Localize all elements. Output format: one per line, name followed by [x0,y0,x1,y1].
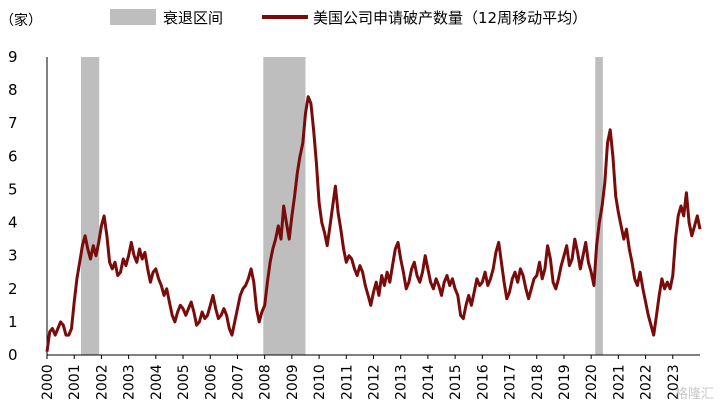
x-tick-label-2001: 2001 [67,364,83,400]
x-tick-label-2023: 2023 [666,364,682,400]
legend-series-label: 美国公司申请破产数量（12周移动平均） [313,9,587,27]
series [45,95,702,352]
x-tick-label-2021: 2021 [611,364,627,400]
x-tick-label-2019: 2019 [557,364,573,400]
y-tick-label-7: 7 [8,114,18,132]
series-line-0 [45,95,702,352]
x-tick-label-2012: 2012 [367,364,383,400]
x-tick-label-2007: 2007 [230,364,246,400]
recession-bands [81,57,603,355]
y-tick-labels: 0 1 2 3 4 5 6 7 8 9 [8,48,18,364]
y-axis-label: （家） [0,12,42,29]
y-tick-label-1: 1 [8,313,18,331]
x-tick-label-2018: 2018 [530,364,546,400]
watermark: 格隆汇 [674,387,714,402]
y-tick-label-8: 8 [8,81,18,99]
y-tick-label-5: 5 [8,180,18,198]
x-tick-label-2010: 2010 [312,364,328,400]
y-tick-label-6: 6 [8,147,18,165]
y-tick-label-9: 9 [8,48,18,66]
x-tick-label-2008: 2008 [258,364,274,400]
y-tick-label-0: 0 [8,346,18,364]
y-tick-label-3: 3 [8,247,18,265]
x-tick-label-2006: 2006 [203,364,219,400]
x-tick-label-2014: 2014 [421,364,437,400]
x-tick-label-2004: 2004 [149,364,165,400]
x-tick-label-2003: 2003 [122,364,138,400]
x-tick-label-2022: 2022 [639,364,655,400]
x-tick-label-2002: 2002 [94,364,110,400]
x-tick-label-2013: 2013 [394,364,410,400]
x-tick-label-2020: 2020 [584,364,600,400]
x-tick-label-2011: 2011 [339,364,355,400]
x-tick-label-2000: 2000 [40,364,56,400]
x-tick-label-2016: 2016 [475,364,491,400]
x-tick-label-2015: 2015 [448,364,464,400]
x-tick-label-2005: 2005 [176,364,192,400]
y-tick-label-2: 2 [8,280,18,298]
recession-band-0 [81,57,100,355]
legend-recession-swatch [110,9,156,25]
x-tick-label-2017: 2017 [503,364,519,400]
y-tick-label-4: 4 [8,214,18,232]
x-tick-label-2009: 2009 [285,364,301,400]
recession-band-2 [595,57,603,355]
x-tick-labels: 2000 2001 2002 2003 2004 2005 2006 2007 2008 2009… [40,355,682,400]
legend-recession-label: 衰退区间 [163,9,223,27]
legend: 衰退区间 美国公司申请破产数量（12周移动平均） [110,9,587,27]
